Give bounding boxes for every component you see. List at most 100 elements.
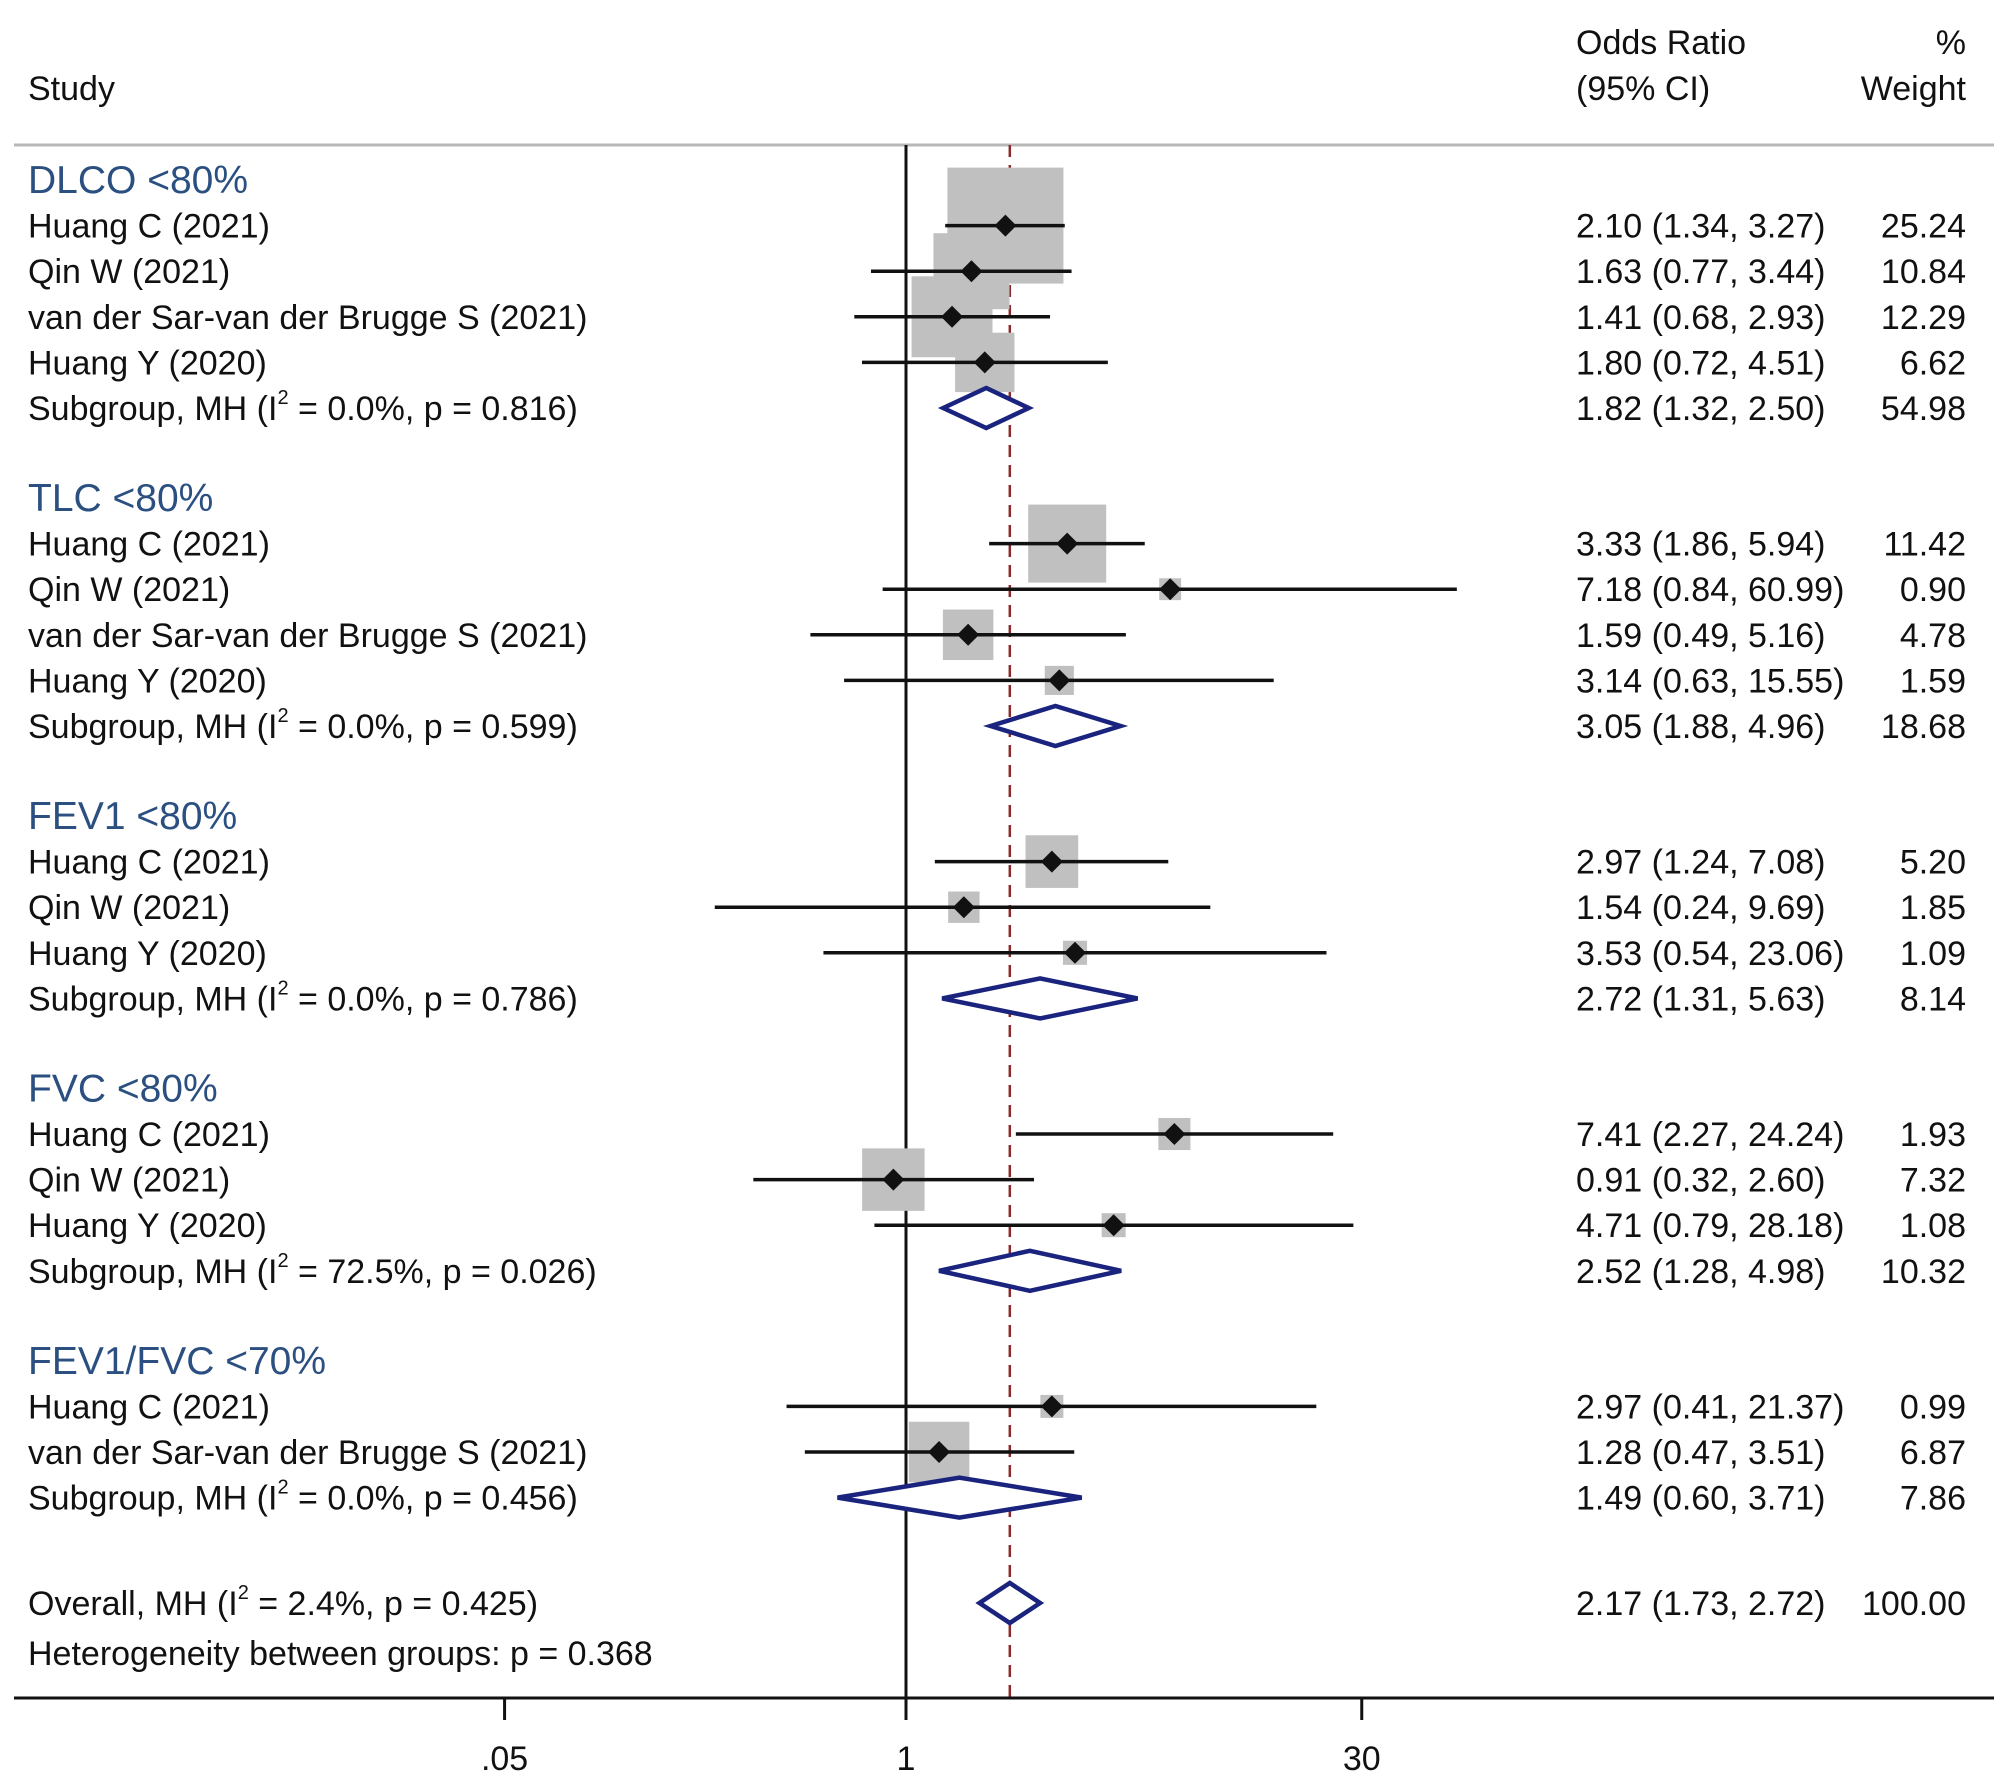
point-estimate <box>1056 532 1079 555</box>
overall-label: Overall, MH (I2 = 2.4%, p = 0.425) <box>28 1582 538 1623</box>
subgroup-weight: 54.98 <box>1881 390 1966 428</box>
subgroup-label: Subgroup, MH (I2 = 72.5%, p = 0.026) <box>28 1250 597 1291</box>
overall-diamond <box>975 1580 1045 1626</box>
study-ci-text: 2.10 (1.34, 3.27) <box>1576 208 1826 246</box>
subgroup-label-suffix: = 0.0%, p = 0.456) <box>289 1480 578 1518</box>
study-ci-text: 1.54 (0.24, 9.69) <box>1576 889 1826 927</box>
study-ci-text: 2.97 (1.24, 7.08) <box>1576 844 1826 882</box>
study-weight: 6.87 <box>1900 1434 1966 1472</box>
study-weight: 4.78 <box>1900 617 1966 655</box>
study-weight: 0.99 <box>1900 1388 1966 1426</box>
study-ci-text: 7.41 (2.27, 24.24) <box>1576 1116 1844 1154</box>
study-label: Huang Y (2020) <box>28 662 267 700</box>
x-tick-label: 30 <box>1343 1740 1381 1778</box>
subgroup-ci-text: 3.05 (1.88, 4.96) <box>1576 708 1826 746</box>
heterogeneity-text: Heterogeneity between groups: p = 0.368 <box>28 1635 653 1673</box>
subgroup-label-superscript: 2 <box>277 977 288 999</box>
overall-label-prefix: Overall, MH (I <box>28 1585 238 1623</box>
subgroup-label: Subgroup, MH (I2 = 0.0%, p = 0.599) <box>28 705 578 746</box>
point-estimate <box>1159 578 1182 601</box>
subgroup-label-prefix: Subgroup, MH (I <box>28 1480 277 1518</box>
subgroup-label-prefix: Subgroup, MH (I <box>28 1253 277 1291</box>
subgroup-label-suffix: = 0.0%, p = 0.786) <box>289 980 578 1018</box>
header-study: Study <box>28 70 115 108</box>
x-tick-label: .05 <box>481 1740 528 1778</box>
group-title: FEV1/FVC <70% <box>28 1340 326 1383</box>
group-title: FEV1 <80% <box>28 795 237 838</box>
header-or-line1: Odds Ratio <box>1576 24 1746 62</box>
study-ci-text: 3.33 (1.86, 5.94) <box>1576 526 1826 564</box>
subgroup-weight: 10.32 <box>1881 1253 1966 1291</box>
study-ci-text: 3.14 (0.63, 15.55) <box>1576 662 1844 700</box>
study-weight: 1.08 <box>1900 1207 1966 1245</box>
study-label: Huang Y (2020) <box>28 344 267 382</box>
study-weight: 12.29 <box>1881 299 1966 337</box>
study-weight: 11.42 <box>1883 526 1966 564</box>
study-weight: 1.93 <box>1900 1116 1966 1154</box>
study-label: Qin W (2021) <box>28 889 230 927</box>
point-estimate <box>952 896 975 919</box>
study-label: Huang Y (2020) <box>28 935 267 973</box>
subgroup-ci-text: 1.82 (1.32, 2.50) <box>1576 390 1826 428</box>
study-label: Qin W (2021) <box>28 571 230 609</box>
point-estimate <box>882 1168 905 1191</box>
subgroup-ci-text: 2.72 (1.31, 5.63) <box>1576 980 1826 1018</box>
study-weight: 25.24 <box>1881 208 1966 246</box>
study-label: Huang C (2021) <box>28 1388 270 1426</box>
study-ci-text: 1.59 (0.49, 5.16) <box>1576 617 1826 655</box>
study-label: van der Sar-van der Brugge S (2021) <box>28 299 587 337</box>
study-weight: 1.85 <box>1900 889 1966 927</box>
study-ci-text: 4.71 (0.79, 28.18) <box>1576 1207 1844 1245</box>
study-weight: 1.09 <box>1900 935 1966 973</box>
subgroup-diamond <box>941 976 1139 1021</box>
subgroup-label-superscript: 2 <box>277 1477 288 1499</box>
group-title: DLCO <80% <box>28 159 248 202</box>
study-weight: 6.62 <box>1900 344 1966 382</box>
study-label: Huang C (2021) <box>28 208 270 246</box>
point-estimate <box>973 351 996 374</box>
point-estimate <box>1163 1123 1186 1145</box>
study-ci-text: 0.91 (0.32, 2.60) <box>1576 1162 1826 1200</box>
study-label: Huang Y (2020) <box>28 1207 267 1245</box>
study-label: van der Sar-van der Brugge S (2021) <box>28 617 587 655</box>
subgroup-label-superscript: 2 <box>277 387 288 409</box>
study-label: Qin W (2021) <box>28 1162 230 1200</box>
header-weight-line2: Weight <box>1861 70 1967 108</box>
subgroup-label: Subgroup, MH (I2 = 0.0%, p = 0.816) <box>28 387 578 428</box>
subgroup-label-superscript: 2 <box>277 1250 288 1272</box>
study-label: Huang C (2021) <box>28 526 270 564</box>
point-estimate <box>1102 1214 1125 1237</box>
subgroup-diamond <box>837 1475 1083 1520</box>
subgroup-label-prefix: Subgroup, MH (I <box>28 980 277 1018</box>
study-ci-text: 1.80 (0.72, 4.51) <box>1576 344 1826 382</box>
study-ci-text: 1.28 (0.47, 3.51) <box>1576 1434 1826 1472</box>
study-ci-text: 7.18 (0.84, 60.99) <box>1576 571 1844 609</box>
overall-weight: 100.00 <box>1862 1585 1966 1623</box>
subgroup-label-prefix: Subgroup, MH (I <box>28 390 277 428</box>
labels-layer: DLCO <80% Huang C (2021) 2.10 (1.34, 3.27)… <box>28 159 1966 1673</box>
marks-layer <box>714 145 1457 1698</box>
overall-label-suffix: = 2.4%, p = 0.425) <box>249 1585 538 1623</box>
study-ci-text: 1.63 (0.77, 3.44) <box>1576 253 1826 291</box>
overall-ci-text: 2.17 (1.73, 2.72) <box>1576 1585 1826 1623</box>
point-estimate <box>957 623 980 646</box>
point-estimate <box>928 1441 951 1463</box>
study-ci-text: 1.41 (0.68, 2.93) <box>1576 299 1826 337</box>
point-estimate <box>1040 850 1063 873</box>
x-axis-ticks: .05 1 30 <box>481 1698 1381 1778</box>
point-estimate <box>994 214 1017 237</box>
point-estimate <box>960 260 983 283</box>
subgroup-label-suffix: = 0.0%, p = 0.599) <box>289 708 578 746</box>
subgroup-label-suffix: = 72.5%, p = 0.026) <box>289 1253 597 1291</box>
subgroup-weight: 18.68 <box>1881 708 1966 746</box>
study-weight: 5.20 <box>1900 844 1966 882</box>
subgroup-diamond <box>937 385 1035 431</box>
subgroup-ci-text: 2.52 (1.28, 4.98) <box>1576 1253 1826 1291</box>
subgroup-label-superscript: 2 <box>277 705 288 727</box>
study-weight: 10.84 <box>1881 253 1966 291</box>
subgroup-diamond <box>982 703 1129 749</box>
point-estimate <box>1040 1395 1063 1418</box>
study-label: Huang C (2021) <box>28 844 270 882</box>
point-estimate <box>1048 669 1071 692</box>
